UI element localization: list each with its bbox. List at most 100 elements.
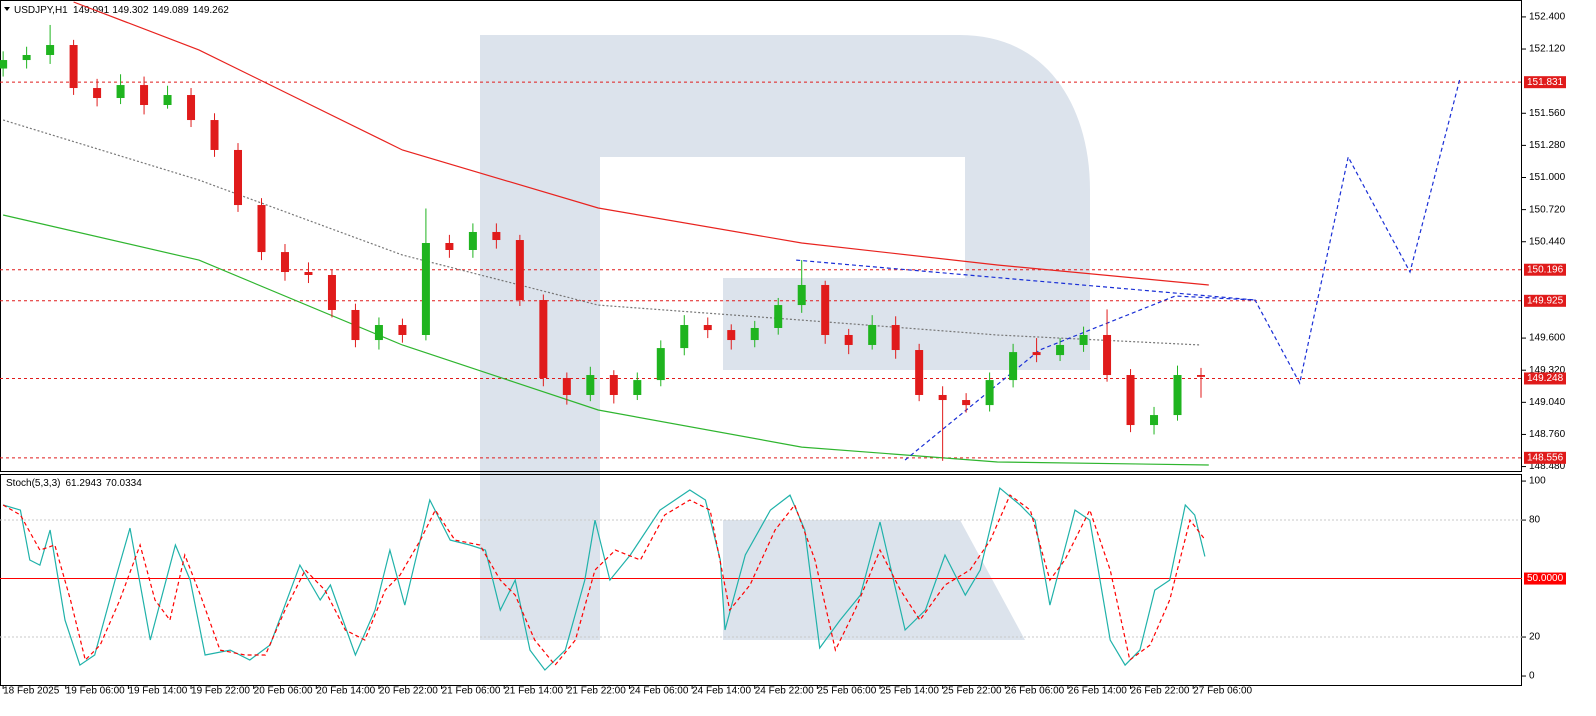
x-tick-label: 19 Feb 14:00	[128, 686, 187, 697]
candle-body	[257, 205, 266, 253]
x-tick-label: 26 Feb 14:00	[1068, 686, 1127, 697]
candle-body	[445, 242, 454, 250]
candle-body	[140, 85, 149, 106]
y-tick-label: 0	[1529, 671, 1535, 682]
indicator-line	[2, 119, 1202, 346]
header-value: 149.302	[112, 5, 149, 16]
candle-body	[46, 45, 55, 55]
x-tick-label: 27 Feb 06:00	[1193, 686, 1252, 697]
indicator-line	[2, 494, 1206, 667]
header-value: 61.2943	[65, 478, 102, 489]
candle-body	[69, 45, 78, 89]
candle-body	[327, 275, 336, 310]
candle-body	[234, 149, 243, 206]
x-tick-label: 20 Feb 14:00	[316, 686, 375, 697]
candle-body	[985, 380, 994, 406]
level-label: 150.196	[1527, 264, 1564, 275]
candle-body	[1150, 415, 1159, 426]
candle-body	[1056, 344, 1065, 356]
logo-bowl	[600, 35, 1090, 370]
candle-body	[609, 375, 618, 395]
x-tick-label: 18 Feb 2025	[3, 686, 60, 697]
candle-body	[22, 54, 31, 61]
header-value: 149.089	[153, 5, 190, 16]
candle-body	[774, 305, 783, 328]
candle-body	[680, 325, 689, 349]
candle-body	[421, 242, 430, 335]
candle-body	[821, 284, 830, 335]
x-tick-label: 20 Feb 06:00	[254, 686, 313, 697]
symbol: USDJPY,H1	[14, 5, 68, 16]
candle-body	[1173, 375, 1182, 416]
candle-body	[727, 330, 736, 341]
candle-body	[468, 231, 477, 250]
x-tick-label: 25 Feb 06:00	[817, 686, 876, 697]
y-tick-label: 20	[1529, 632, 1541, 643]
candle-body	[938, 394, 947, 401]
candle-body	[562, 378, 571, 395]
x-tick-label: 21 Feb 22:00	[567, 686, 626, 697]
x-tick-label: 25 Feb 22:00	[943, 686, 1002, 697]
level-label: 151.831	[1527, 77, 1564, 88]
y-tick-label: 152.120	[1529, 44, 1566, 55]
level-label: 149.925	[1527, 295, 1564, 306]
candle-body	[539, 300, 548, 379]
candle-body	[187, 95, 196, 121]
y-tick-label: 150.720	[1529, 204, 1566, 215]
candle-body	[962, 400, 971, 406]
candle-body	[656, 348, 665, 381]
y-tick-label: 151.560	[1529, 108, 1566, 119]
indicator-line	[904, 77, 1461, 461]
stoch-header: Stoch(5,3,3) 61.2943 70.0334	[6, 478, 142, 489]
level-label: 148.556	[1527, 452, 1564, 463]
indicator-name: Stoch(5,3,3)	[6, 478, 60, 489]
candle-body	[868, 325, 877, 345]
x-tick-label: 24 Feb 22:00	[755, 686, 814, 697]
candle-body	[93, 88, 102, 99]
candle-body	[163, 95, 172, 106]
indicator-line	[2, 214, 1209, 466]
y-tick-label: 150.440	[1529, 236, 1566, 247]
level-label-box	[1524, 263, 1566, 276]
candle-body	[280, 252, 289, 273]
candle-body	[1079, 334, 1088, 345]
main-frame	[0, 0, 1522, 472]
header-arrow	[4, 7, 10, 11]
candle-body	[304, 272, 313, 275]
x-tick-label: 20 Feb 22:00	[379, 686, 438, 697]
candle-body	[116, 85, 125, 99]
candle-body	[374, 325, 383, 341]
y-tick-label: 151.000	[1529, 172, 1566, 183]
candle-body	[1009, 352, 1018, 381]
stoch-frame	[0, 474, 1522, 686]
candle-body	[891, 325, 900, 351]
y-tick-label: 149.600	[1529, 333, 1566, 344]
x-tick-label: 24 Feb 06:00	[629, 686, 688, 697]
level-label: 149.248	[1527, 373, 1564, 384]
x-tick-label: 19 Feb 06:00	[66, 686, 125, 697]
header-value: 149.262	[193, 5, 230, 16]
candle-body	[1197, 375, 1206, 377]
candle-body	[915, 350, 924, 395]
candle-body	[1103, 334, 1112, 376]
header-value: 149.091	[73, 5, 110, 16]
level-label-box	[1524, 451, 1566, 464]
candle-body	[351, 309, 360, 341]
x-tick-label: 26 Feb 06:00	[1005, 686, 1064, 697]
indicator-line	[73, 1, 1209, 286]
candle-body	[633, 380, 642, 395]
x-tick-label: 24 Feb 14:00	[692, 686, 751, 697]
main-header: USDJPY,H1 149.091 149.302 149.089 149.262	[14, 5, 229, 16]
level-label-box	[1524, 572, 1566, 585]
x-tick-label: 21 Feb 06:00	[442, 686, 501, 697]
header-value: 70.0334	[106, 478, 143, 489]
y-tick-label: 149.320	[1529, 365, 1566, 376]
level-label-box	[1524, 294, 1566, 307]
x-tick-label: 25 Feb 14:00	[880, 686, 939, 697]
y-tick-label: 148.480	[1529, 461, 1566, 472]
y-tick-label: 151.280	[1529, 140, 1566, 151]
level-label-box	[1524, 372, 1566, 385]
x-tick-label: 21 Feb 14:00	[504, 686, 563, 697]
